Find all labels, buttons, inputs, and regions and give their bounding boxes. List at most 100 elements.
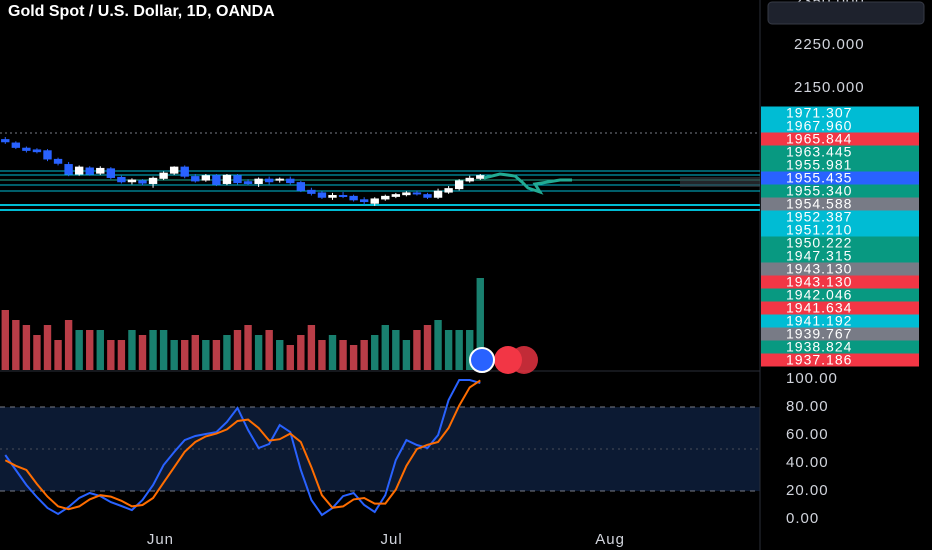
candle-body — [454, 180, 464, 190]
price-tag — [761, 132, 919, 146]
price-tag-label: 1955.981 — [786, 157, 852, 173]
volume-bar — [138, 335, 147, 370]
candle-body — [127, 179, 137, 183]
volume-bar — [170, 340, 178, 370]
level-zone — [680, 177, 760, 187]
volume-bar — [22, 325, 31, 370]
volume-bar — [265, 330, 273, 370]
volume-bar — [434, 320, 442, 370]
candle-body — [1, 139, 10, 143]
volume-bar — [159, 330, 168, 370]
volume-bar — [223, 335, 231, 370]
volume-bar — [233, 330, 242, 370]
x-tick-label: Aug — [595, 531, 625, 548]
price-tag-label: 1965.844 — [786, 131, 852, 147]
candle-body — [64, 164, 73, 175]
candle-body — [338, 195, 348, 198]
event-flags[interactable] — [469, 346, 538, 374]
price-tag — [761, 171, 919, 185]
price-tag-label: 1941.634 — [786, 300, 852, 316]
candle-body — [349, 195, 358, 201]
price-tag — [761, 119, 919, 133]
candle-body — [43, 150, 52, 160]
event-flag[interactable] — [494, 346, 522, 374]
volume-bar — [202, 340, 210, 370]
candle-body — [96, 167, 105, 174]
candle-body — [106, 168, 116, 178]
price-panel — [1, 137, 485, 206]
price-tag — [761, 210, 919, 224]
candle-body — [212, 175, 221, 185]
candle-body — [423, 194, 432, 198]
y-tick-label: 60.00 — [786, 426, 829, 443]
volume-bar — [1, 310, 9, 370]
stochastic-panel — [0, 379, 760, 517]
candle-body — [53, 158, 63, 164]
price-tag — [761, 301, 919, 315]
candle-body — [328, 195, 337, 198]
candle-body — [402, 192, 411, 196]
candle-body — [317, 192, 327, 198]
price-tag-label: 1939.767 — [786, 326, 852, 342]
price-tag-label: 1967.960 — [786, 118, 852, 134]
price-tag — [761, 327, 919, 341]
candle-body — [381, 195, 390, 200]
event-flag[interactable] — [469, 347, 495, 373]
stochastic-line — [4, 379, 481, 517]
volume-bar — [212, 340, 221, 370]
price-tag-label: 1942.046 — [786, 287, 852, 303]
candle-body — [307, 189, 316, 194]
price-tag-label: 1951.210 — [786, 222, 852, 238]
volume-bar — [244, 325, 252, 370]
volume-bar — [413, 330, 421, 370]
y-tick-label: 40.00 — [786, 454, 829, 471]
volume-bar — [476, 278, 484, 370]
volume-bar — [254, 335, 263, 370]
candle-body — [370, 198, 379, 204]
candle-body — [444, 188, 453, 193]
candle-body — [169, 166, 179, 174]
price-tag — [761, 223, 919, 237]
candle-body — [32, 149, 42, 153]
candle-body — [359, 199, 369, 203]
volume-bar — [276, 340, 284, 370]
candle-body — [412, 192, 422, 195]
candle-body — [254, 178, 263, 184]
candle-body — [264, 178, 274, 183]
volume-bar — [191, 335, 199, 370]
price-tag-label: 1955.435 — [786, 170, 852, 186]
price-tag-label: 1937.186 — [786, 352, 852, 368]
chart-title: Gold Spot / U.S. Dollar, 1D, OANDA — [8, 3, 275, 20]
volume-bar — [402, 340, 411, 370]
price-tag-label: 1952.387 — [786, 209, 852, 225]
candle-body — [138, 180, 147, 184]
price-tag — [761, 353, 919, 367]
level-lines — [0, 132, 760, 211]
volume-bar — [328, 335, 337, 370]
volume-panel — [1, 278, 484, 370]
price-tag-label: 1971.307 — [786, 105, 852, 121]
volume-bar — [75, 330, 83, 370]
candle-body — [117, 176, 126, 183]
candle-body — [391, 194, 401, 197]
toolbar-button[interactable] — [767, 1, 925, 25]
price-tag — [761, 249, 919, 263]
y-tick-label: 80.00 — [786, 398, 829, 415]
volume-bar — [128, 330, 136, 370]
price-tag-label: 1943.130 — [786, 274, 852, 290]
price-tag-label: 1938.824 — [786, 339, 852, 355]
volume-bar — [423, 325, 432, 370]
price-tag-label: 1955.340 — [786, 183, 852, 199]
y-tick-label: 2150.000 — [794, 79, 865, 96]
volume-bar — [381, 325, 389, 370]
price-tag — [761, 197, 919, 211]
price-axis: 2350.0002250.0002150.0001971.3071967.960… — [147, 0, 919, 548]
volume-bar — [444, 330, 453, 370]
candle-body — [275, 178, 284, 181]
price-tag-label: 1950.222 — [786, 235, 852, 251]
y-tick-label: 20.00 — [786, 482, 829, 499]
volume-bar — [117, 340, 126, 370]
x-tick-label: Jul — [381, 531, 403, 548]
price-tag — [761, 106, 919, 120]
y-tick-label: 0.00 — [786, 510, 819, 527]
